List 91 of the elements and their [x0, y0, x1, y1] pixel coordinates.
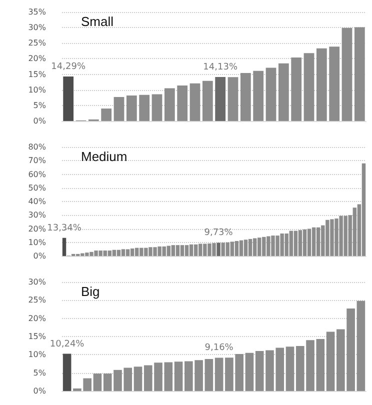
bar [248, 238, 252, 256]
bar [130, 248, 134, 256]
y-tick-label: 35% [28, 8, 46, 16]
bar [253, 70, 264, 121]
chart-title: Medium [81, 149, 128, 164]
bar [121, 249, 126, 256]
bar [62, 354, 72, 391]
bar [194, 244, 198, 256]
bar [171, 245, 176, 256]
y-tick-label: 30% [28, 23, 46, 32]
bar [101, 108, 112, 121]
data-label: 14,13% [203, 62, 238, 72]
y-tick-label: 30% [28, 210, 46, 220]
bar [352, 208, 357, 256]
bar [112, 250, 116, 256]
bar [62, 238, 66, 256]
bar [177, 85, 188, 121]
bar [174, 362, 183, 391]
bar [245, 352, 254, 391]
chart-title: Small [81, 14, 114, 29]
bar [63, 76, 74, 121]
bar [244, 240, 248, 256]
bar [356, 300, 366, 391]
bar [240, 73, 251, 121]
y-tick-label: 20% [28, 314, 46, 323]
data-label: 9,73% [204, 228, 234, 238]
y-tick-label: 0% [33, 116, 46, 126]
data-label: 9,16% [204, 343, 234, 354]
y-tick-label: 25% [28, 296, 46, 305]
bar [278, 63, 289, 121]
bar [252, 238, 257, 256]
bar [230, 242, 234, 256]
bar [116, 250, 121, 256]
bar [126, 249, 130, 256]
bar [302, 229, 307, 256]
bar [139, 94, 150, 121]
y-tick-label: 5% [33, 368, 46, 378]
bar [239, 240, 244, 256]
bar [362, 163, 366, 256]
bar [307, 228, 312, 256]
bar [316, 48, 327, 121]
bar [214, 358, 224, 391]
data-label: 10,24% [50, 339, 85, 350]
bar [354, 27, 365, 121]
y-tick-label: 20% [28, 54, 46, 64]
bar [298, 230, 302, 256]
bar [189, 244, 194, 256]
y-tick-label: 0% [33, 386, 46, 396]
bar [312, 227, 316, 256]
y-tick-label: 50% [28, 183, 46, 192]
bar [329, 46, 340, 121]
y-tick-label: 80% [28, 142, 46, 152]
bar [164, 88, 175, 121]
y-tick-label: 60% [28, 170, 46, 179]
bar [184, 245, 189, 256]
bar [326, 332, 335, 391]
y-tick-label: 70% [28, 156, 46, 166]
y-tick-label: 10% [28, 350, 46, 360]
y-tick-label: 30% [28, 278, 46, 286]
y-tick-label: 10% [28, 85, 46, 94]
y-tick-label: 15% [28, 70, 46, 79]
bar [180, 245, 184, 256]
bar [304, 53, 314, 121]
chart-title: Big [81, 284, 100, 299]
data-label: 14,29% [51, 62, 86, 72]
bar [216, 242, 220, 256]
bar [291, 57, 302, 121]
y-tick-label: 5% [33, 100, 46, 110]
data-label: 13,34% [47, 223, 82, 234]
bar [190, 83, 200, 121]
bar [93, 374, 102, 391]
bar [228, 77, 238, 121]
bar [126, 95, 137, 121]
bar [294, 230, 298, 256]
bar [202, 80, 213, 121]
bar [234, 241, 239, 256]
bar [204, 359, 214, 391]
y-tick-label: 25% [28, 38, 46, 48]
y-tick-label: 0% [33, 252, 46, 260]
bar [134, 366, 142, 391]
bar [266, 68, 276, 121]
bar [152, 94, 162, 121]
y-tick-label: 10% [28, 238, 46, 247]
y-tick-label: 20% [28, 224, 46, 234]
bar [176, 245, 180, 256]
bar [215, 76, 226, 121]
bar [286, 346, 294, 391]
bar [114, 97, 124, 121]
y-tick-label: 40% [28, 197, 46, 206]
y-tick-label: 15% [28, 332, 46, 341]
bar [342, 28, 352, 121]
